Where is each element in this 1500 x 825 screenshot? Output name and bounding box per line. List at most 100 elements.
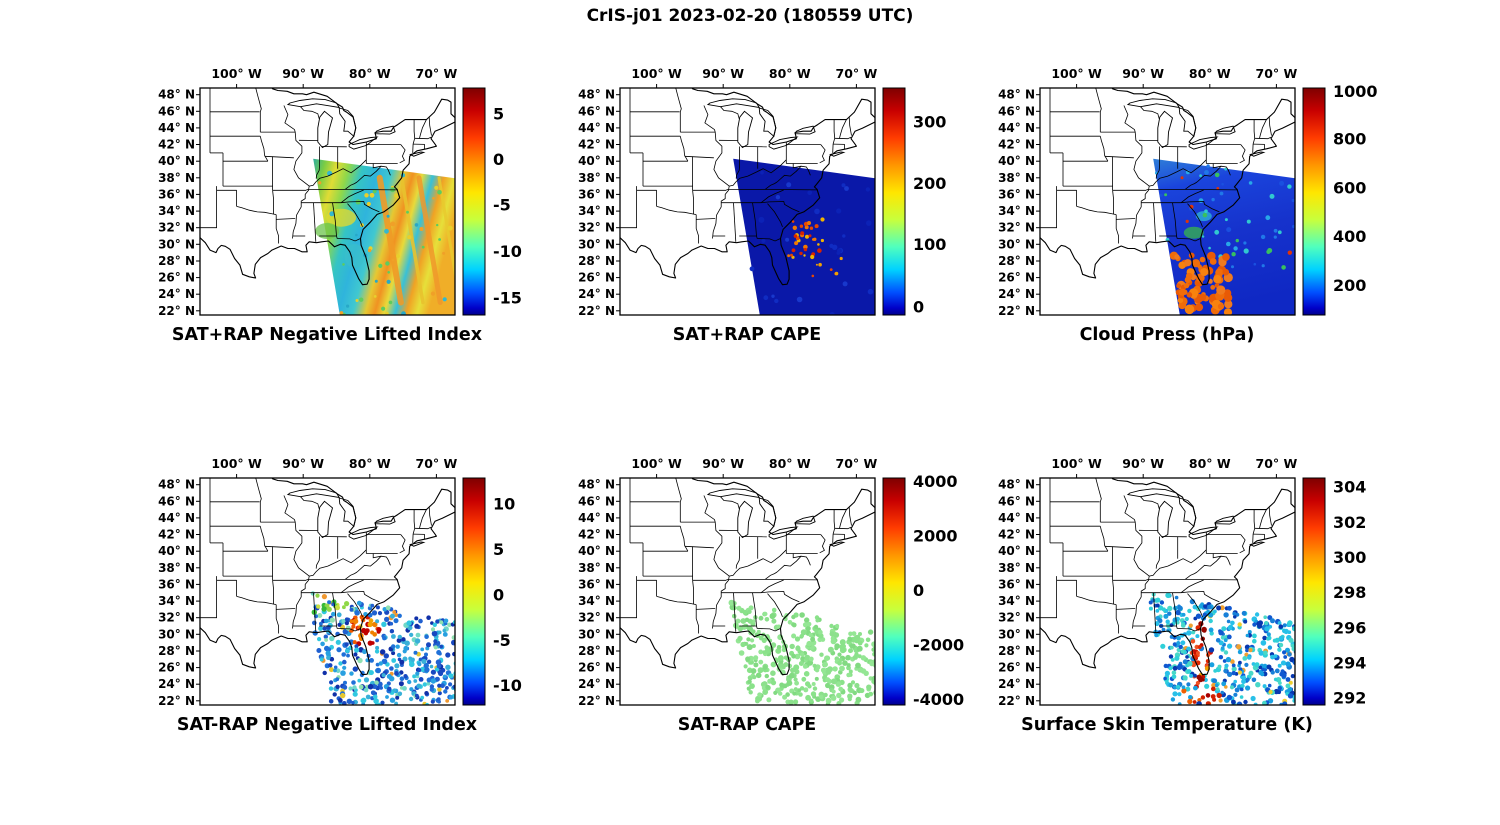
lat-tick-label: 48° N bbox=[158, 478, 195, 492]
lat-tick-label: 22° N bbox=[158, 694, 195, 708]
lon-tick-label: 80° W bbox=[769, 66, 811, 81]
lat-tick-label: 36° N bbox=[158, 187, 195, 201]
lat-tick-label: 38° N bbox=[998, 561, 1035, 575]
lat-tick-label: 22° N bbox=[998, 694, 1035, 708]
lat-tick-label: 28° N bbox=[578, 644, 615, 658]
lon-tick-label: 100° W bbox=[631, 66, 682, 81]
lat-tick-label: 24° N bbox=[158, 677, 195, 691]
colorbar-tick-label: 0 bbox=[493, 585, 504, 604]
lat-tick-label: 34° N bbox=[578, 594, 615, 608]
lat-tick-label: 44° N bbox=[578, 511, 615, 525]
colorbar-tick-label: 200 bbox=[913, 174, 946, 193]
colorbar-tick-label: 200 bbox=[1333, 276, 1366, 295]
panel-container-sat-minus-rap-nli: 100° W 90° W 80° W 70° W 48° N 46° N 44° N 42° … bbox=[145, 452, 555, 752]
lat-tick-label: 36° N bbox=[998, 187, 1035, 201]
data-swath bbox=[313, 158, 455, 315]
colorbar-tick-label: 10 bbox=[493, 495, 515, 514]
basemap bbox=[1040, 478, 1295, 676]
lat-tick-label: 46° N bbox=[578, 104, 615, 118]
lat-tick-label: 22° N bbox=[158, 304, 195, 318]
lon-tick-label: 80° W bbox=[349, 456, 391, 471]
lat-tick-label: 32° N bbox=[158, 221, 195, 235]
lon-tick-label: 90° W bbox=[1122, 66, 1164, 81]
lat-tick-label: 36° N bbox=[578, 187, 615, 201]
colorbar bbox=[462, 477, 486, 706]
lat-tick-label: 40° N bbox=[998, 154, 1035, 168]
colorbar bbox=[882, 87, 906, 316]
lat-tick-label: 46° N bbox=[158, 494, 195, 508]
lat-tick-label: 44° N bbox=[158, 121, 195, 135]
lon-tick-label: 100° W bbox=[211, 456, 262, 471]
lat-tick-label: 44° N bbox=[998, 121, 1035, 135]
colorbar-tick-label: -15 bbox=[493, 289, 522, 308]
lat-tick-label: 40° N bbox=[578, 544, 615, 558]
map-frame bbox=[619, 87, 876, 316]
lat-tick-label: 44° N bbox=[998, 511, 1035, 525]
colorbar-tick-label: 300 bbox=[1333, 548, 1366, 567]
lon-tick-label: 80° W bbox=[1189, 456, 1231, 471]
lat-tick-label: 38° N bbox=[578, 561, 615, 575]
colorbar-tick-label: 1000 bbox=[1333, 82, 1378, 101]
colorbar bbox=[882, 477, 906, 706]
panel-title: SAT+RAP CAPE bbox=[673, 325, 822, 345]
lat-tick-label: 38° N bbox=[158, 561, 195, 575]
lat-tick-label: 28° N bbox=[998, 644, 1035, 658]
lat-tick-label: 22° N bbox=[998, 304, 1035, 318]
map-frame bbox=[619, 477, 876, 706]
lat-tick-label: 34° N bbox=[158, 594, 195, 608]
lat-tick-label: 48° N bbox=[158, 88, 195, 102]
panel-title: SAT+RAP Negative Lifted Index bbox=[172, 325, 483, 345]
lat-tick-label: 36° N bbox=[578, 577, 615, 591]
lat-tick-label: 44° N bbox=[158, 511, 195, 525]
lon-tick-label: 100° W bbox=[1051, 456, 1102, 471]
lat-tick-label: 26° N bbox=[158, 271, 195, 285]
colorbar-tick-label: 292 bbox=[1333, 689, 1366, 708]
colorbar-tick-label: 2000 bbox=[913, 526, 958, 545]
lat-tick-label: 42° N bbox=[578, 138, 615, 152]
lat-tick-label: 26° N bbox=[998, 271, 1035, 285]
lon-tick-label: 70° W bbox=[416, 456, 458, 471]
lat-tick-label: 48° N bbox=[578, 88, 615, 102]
colorbar-tick-label: 296 bbox=[1333, 618, 1366, 637]
lat-tick-label: 36° N bbox=[158, 577, 195, 591]
lon-tick-label: 90° W bbox=[702, 456, 744, 471]
lon-tick-label: 90° W bbox=[282, 66, 324, 81]
lat-tick-label: 44° N bbox=[578, 121, 615, 135]
lon-tick-label: 100° W bbox=[211, 66, 262, 81]
lat-tick-label: 24° N bbox=[998, 677, 1035, 691]
lat-tick-label: 22° N bbox=[578, 304, 615, 318]
panel-container-surface-skin-temperature: 100° W 90° W 80° W 70° W 48° N 46° N 44° N 42° … bbox=[985, 452, 1395, 752]
lon-tick-label: 70° W bbox=[1256, 456, 1298, 471]
colorbar-tick-label: -5 bbox=[493, 631, 511, 650]
lon-tick-label: 70° W bbox=[836, 66, 878, 81]
lat-tick-label: 28° N bbox=[578, 254, 615, 268]
basemap bbox=[620, 88, 875, 286]
lat-tick-label: 34° N bbox=[998, 204, 1035, 218]
colorbar-tick-label: 0 bbox=[913, 581, 924, 600]
lat-tick-label: 38° N bbox=[158, 171, 195, 185]
lon-tick-label: 90° W bbox=[282, 456, 324, 471]
map-frame bbox=[1039, 87, 1296, 316]
lon-tick-label: 90° W bbox=[1122, 456, 1164, 471]
lat-tick-label: 30° N bbox=[578, 237, 615, 251]
lat-tick-label: 40° N bbox=[578, 154, 615, 168]
colorbar-tick-label: -4000 bbox=[913, 690, 964, 709]
lat-tick-label: 24° N bbox=[158, 287, 195, 301]
lat-tick-label: 42° N bbox=[998, 138, 1035, 152]
basemap bbox=[1040, 88, 1295, 286]
colorbar-tick-label: -2000 bbox=[913, 635, 964, 654]
lat-tick-label: 36° N bbox=[998, 577, 1035, 591]
data-swath bbox=[1153, 158, 1295, 315]
colorbar bbox=[462, 87, 486, 316]
panel-container-sat-minus-rap-cape: 100° W 90° W 80° W 70° W 48° N 46° N 44° N 42° … bbox=[565, 452, 975, 752]
lon-tick-label: 90° W bbox=[702, 66, 744, 81]
panel-sat-plus-rap-nli: 100° W 90° W 80° W 70° W 48° N 46° N 44° N 42° … bbox=[158, 66, 522, 345]
lat-tick-label: 32° N bbox=[158, 611, 195, 625]
lat-tick-label: 46° N bbox=[998, 104, 1035, 118]
panel-title: Surface Skin Temperature (K) bbox=[1021, 715, 1313, 735]
lat-tick-label: 28° N bbox=[998, 254, 1035, 268]
lon-tick-label: 80° W bbox=[769, 456, 811, 471]
colorbar-tick-label: -5 bbox=[493, 195, 511, 214]
panel-title: SAT-RAP Negative Lifted Index bbox=[177, 715, 478, 735]
panel-surface-skin-temperature: 100° W 90° W 80° W 70° W 48° N 46° N 44° N 42° … bbox=[998, 456, 1366, 735]
